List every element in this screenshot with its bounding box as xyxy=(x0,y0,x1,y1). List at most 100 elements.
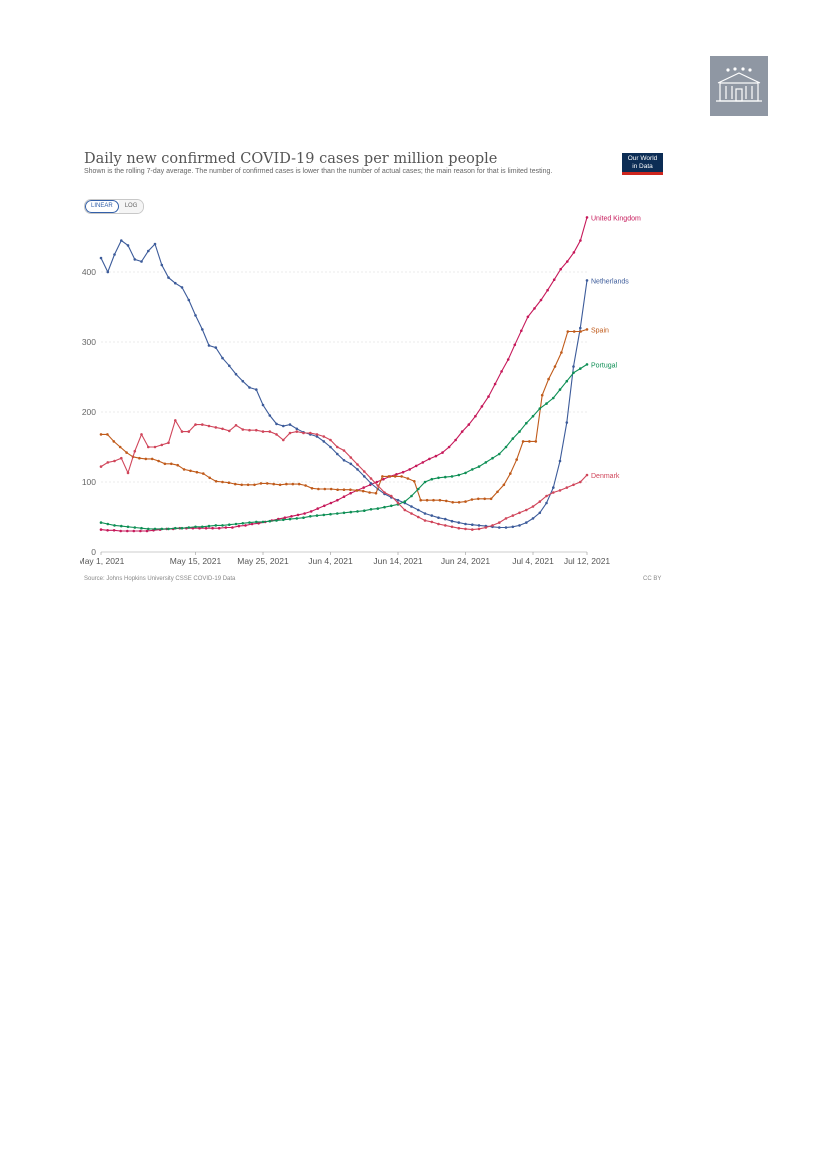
data-point xyxy=(363,470,366,473)
data-point xyxy=(160,263,164,267)
data-point xyxy=(369,482,373,485)
data-point xyxy=(153,445,157,449)
data-point xyxy=(444,475,447,479)
data-point xyxy=(471,468,474,471)
data-point xyxy=(396,501,400,505)
data-point xyxy=(566,260,569,263)
data-point xyxy=(545,501,548,505)
data-point xyxy=(99,256,103,260)
data-point xyxy=(368,491,371,494)
data-point xyxy=(477,524,481,527)
data-point xyxy=(133,526,137,529)
data-point xyxy=(539,298,543,302)
data-point xyxy=(329,501,333,505)
data-point xyxy=(491,456,494,460)
data-point xyxy=(174,419,177,422)
data-point xyxy=(444,517,447,521)
data-point xyxy=(204,526,208,530)
data-point xyxy=(526,315,530,319)
data-point xyxy=(349,510,353,514)
data-point xyxy=(513,343,517,347)
y-tick-label: 400 xyxy=(82,267,96,277)
data-point xyxy=(227,481,231,485)
data-point xyxy=(414,464,418,468)
data-point xyxy=(297,482,301,486)
data-point xyxy=(511,514,515,517)
data-point xyxy=(259,482,263,485)
data-point xyxy=(558,388,562,391)
data-point xyxy=(464,527,467,531)
data-point xyxy=(552,486,555,489)
data-point xyxy=(275,433,278,436)
data-point xyxy=(288,431,292,435)
data-point xyxy=(531,505,535,508)
data-point xyxy=(375,480,379,484)
data-point xyxy=(322,435,326,438)
data-point xyxy=(504,526,508,529)
data-point xyxy=(349,456,353,459)
data-point xyxy=(533,307,536,310)
data-point xyxy=(558,489,562,492)
data-point xyxy=(176,463,179,467)
data-point xyxy=(261,430,265,433)
chart-subtitle: Shown is the rolling 7-day average. The … xyxy=(84,168,553,175)
data-point xyxy=(515,458,518,461)
data-point xyxy=(572,483,575,487)
data-point xyxy=(126,529,129,533)
data-point xyxy=(221,480,224,484)
data-point xyxy=(241,428,245,431)
data-point xyxy=(572,251,576,254)
data-point xyxy=(381,475,384,478)
data-point xyxy=(126,471,130,475)
data-point xyxy=(430,514,434,517)
data-point xyxy=(395,473,398,476)
data-point xyxy=(560,351,563,354)
data-point xyxy=(201,525,204,529)
data-point xyxy=(231,526,234,529)
data-point xyxy=(342,495,346,499)
data-point xyxy=(234,424,238,427)
data-point xyxy=(288,423,292,426)
data-point xyxy=(417,508,420,512)
owid-logo[interactable]: Our World in Data xyxy=(622,153,663,175)
data-point xyxy=(585,328,589,331)
data-point xyxy=(133,449,137,453)
data-point xyxy=(552,396,555,400)
data-point xyxy=(553,365,557,368)
data-point xyxy=(295,517,299,520)
data-point xyxy=(295,427,299,431)
building-icon xyxy=(716,67,762,102)
data-point xyxy=(248,521,251,524)
data-point xyxy=(106,461,110,464)
source-note: Source: Johns Hopkins University CSSE CO… xyxy=(84,576,236,582)
data-point xyxy=(140,433,143,436)
data-point xyxy=(139,529,142,533)
data-point xyxy=(275,519,278,522)
data-point xyxy=(480,405,484,408)
data-point xyxy=(471,523,474,526)
data-point xyxy=(336,452,339,456)
x-tick-label: May 15, 2021 xyxy=(170,556,222,566)
data-point xyxy=(106,270,110,274)
data-point xyxy=(228,364,231,368)
data-point xyxy=(266,482,269,485)
data-point xyxy=(444,524,447,527)
data-point xyxy=(189,469,192,473)
data-point xyxy=(369,477,373,480)
data-point xyxy=(145,529,149,533)
data-point xyxy=(565,486,569,489)
data-point xyxy=(425,498,429,502)
data-point xyxy=(160,527,164,531)
data-point xyxy=(430,520,434,524)
series-label: Spain xyxy=(591,327,609,334)
linear-toggle-button[interactable]: LINEAR xyxy=(85,200,119,213)
log-toggle-button[interactable]: LOG xyxy=(118,200,144,213)
data-point xyxy=(180,286,184,289)
data-point xyxy=(288,517,292,521)
data-point xyxy=(356,468,359,471)
data-point xyxy=(248,386,251,389)
data-point xyxy=(356,510,359,513)
data-point xyxy=(511,525,515,529)
chart-area: 0 100 200 300 400 May 1, 2021 May 15, 2021 May … xyxy=(80,148,670,593)
license-note[interactable]: CC BY xyxy=(643,576,662,582)
